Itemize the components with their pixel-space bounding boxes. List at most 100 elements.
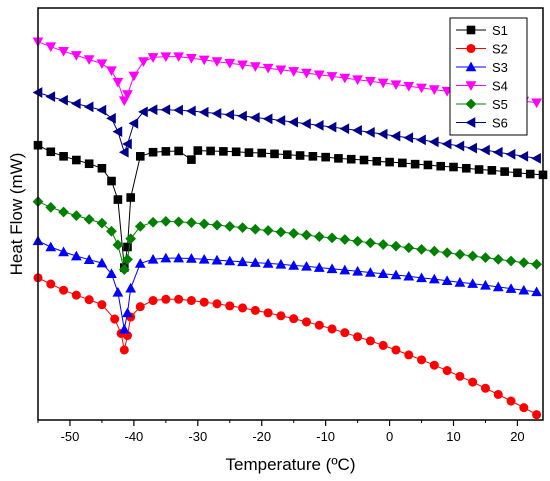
data-point [45,42,57,53]
data-point [519,403,529,413]
legend-marker [465,98,477,110]
data-point [198,218,210,230]
data-point [250,305,260,315]
data-point [147,53,159,63]
data-point [128,71,140,82]
data-point [58,46,69,57]
data-point [385,157,394,167]
data-point [275,65,287,76]
data-point [160,252,172,263]
data-point [224,255,236,266]
data-point [339,123,350,135]
data-point [353,332,363,342]
data-point [531,98,542,109]
data-point [513,168,522,178]
data-point [531,286,542,297]
data-point [97,300,107,310]
data-point [365,237,376,249]
data-point [211,108,222,119]
data-point [198,55,210,66]
data-point [346,154,356,164]
data-point [352,235,363,247]
data-point [174,294,184,304]
data-point [45,241,57,252]
data-point [173,252,185,263]
data-point [487,166,497,175]
data-point [326,72,338,82]
data-point [313,262,325,272]
x-tick-label: -40 [124,429,143,444]
data-point [518,284,530,295]
data-point [301,229,312,241]
data-point [58,94,68,106]
x-tick-label: -10 [316,429,335,444]
data-point [403,270,415,281]
data-point [313,231,325,243]
data-point [301,118,311,130]
data-point [339,73,351,84]
data-point [492,146,503,158]
data-point [219,147,228,156]
data-point [225,301,235,311]
data-point [295,151,305,160]
data-point [301,317,311,327]
data-point [390,269,402,280]
data-point [161,147,171,156]
data-point [110,314,120,324]
series-s1 [33,140,548,272]
data-point [505,148,516,160]
data-point [334,154,343,163]
data-point [160,104,171,116]
x-axis-title: Temperature (ºC) [226,455,356,474]
data-point [59,285,69,295]
data-point [70,98,81,109]
data-point [416,83,427,94]
data-point [270,149,279,159]
data-point [135,152,145,161]
data-point [84,295,94,305]
data-point [428,245,440,257]
legend-marker [466,25,476,35]
data-point [449,162,458,172]
data-point [518,257,530,268]
data-point [134,258,146,268]
legend-label: S3 [492,60,508,75]
data-point [417,355,427,365]
data-point [301,68,312,79]
data-point [138,57,149,67]
data-point [206,146,215,156]
data-point [326,232,338,244]
data-point [428,85,440,95]
data-point [531,258,542,270]
data-point [45,202,57,213]
data-point [352,124,362,136]
data-point [45,91,56,102]
data-point [186,53,197,64]
data-point [106,113,116,124]
data-point [377,78,389,89]
data-point [372,156,382,166]
data-point [238,303,248,313]
data-point [275,115,286,126]
legend-label: S6 [492,116,508,131]
legend: S1 S2 S3 S4 S5 S6 [449,17,528,136]
data-point [468,377,478,387]
series-line-s2 [37,277,537,416]
data-point [314,320,324,330]
data-point [428,136,439,148]
data-point [112,239,124,251]
data-point [249,223,261,235]
data-point [97,163,107,173]
data-point [506,396,516,406]
data-point [461,163,471,173]
x-tick-label: 20 [510,429,524,444]
data-point [224,220,236,232]
data-point [224,58,236,69]
series-line-s5 [37,201,537,272]
data-point [160,216,172,227]
data-point [112,126,123,137]
legend-item-s6: S6 [456,116,508,131]
data-point [186,217,197,229]
legend-label: S5 [492,97,508,112]
data-point [493,389,503,399]
